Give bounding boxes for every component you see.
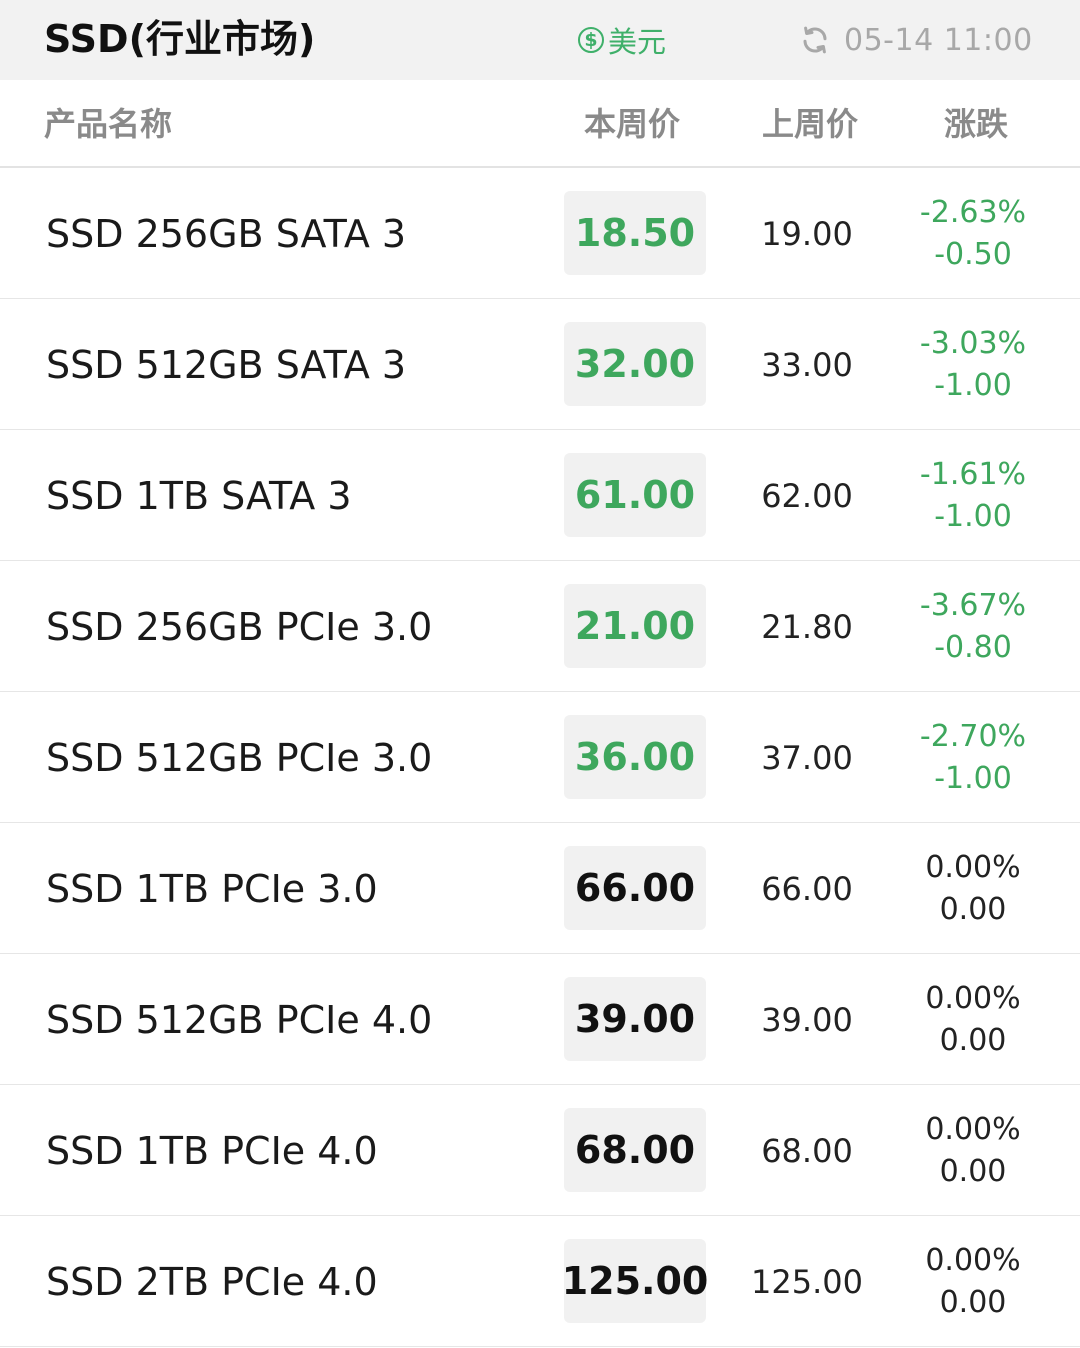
column-header-last-week: 上周价 (762, 105, 859, 143)
change-percent: -3.67% (919, 588, 1027, 623)
change-amount: 0.00 (939, 1285, 1007, 1320)
last-week-price: 39.00 (761, 1001, 853, 1039)
change-percent: 0.00% (925, 1112, 1021, 1147)
this-week-price: 39.00 (564, 977, 706, 1061)
last-week-price: 33.00 (761, 346, 853, 384)
price-change: 0.00% 0.00 (900, 1240, 1046, 1324)
column-header-this-week: 本周价 (584, 105, 681, 143)
change-percent: -2.70% (919, 719, 1027, 754)
price-change: 0.00% 0.00 (900, 1109, 1046, 1193)
table-row[interactable]: SSD 1TB PCIe 3.0 66.00 66.00 0.00% 0.00 (0, 823, 1080, 954)
price-change: -3.67% -0.80 (900, 585, 1046, 669)
currency-label: 美元 (608, 25, 667, 59)
change-amount: -1.00 (934, 761, 1012, 796)
change-amount: 0.00 (939, 1023, 1007, 1058)
refresh-status[interactable]: 05-14 11:00 (800, 0, 1033, 80)
this-week-price: 66.00 (564, 846, 706, 930)
product-name: SSD 512GB SATA 3 (46, 343, 407, 387)
change-percent: -1.61% (919, 457, 1027, 492)
price-change: -2.63% -0.50 (900, 192, 1046, 276)
table-row[interactable]: SSD 2TB PCIe 4.0 125.00 125.00 0.00% 0.00 (0, 1216, 1080, 1347)
price-table: SSD 256GB SATA 3 18.50 19.00 -2.63% -0.50 SSD… (0, 168, 1080, 1347)
column-header-change: 涨跌 (944, 105, 1009, 143)
product-name: SSD 1TB SATA 3 (46, 474, 352, 518)
product-name: SSD 256GB SATA 3 (46, 212, 407, 256)
top-bar: SSD(行业市场) $ 美元 05-14 11:00 (0, 0, 1080, 80)
product-name: SSD 2TB PCIe 4.0 (46, 1260, 378, 1304)
this-week-price: 36.00 (564, 715, 706, 799)
product-name: SSD 1TB PCIe 3.0 (46, 867, 378, 911)
last-week-price: 19.00 (761, 215, 853, 253)
product-name: SSD 256GB PCIe 3.0 (46, 605, 433, 649)
change-amount: 0.00 (939, 892, 1007, 927)
change-percent: 0.00% (925, 850, 1021, 885)
table-row[interactable]: SSD 256GB PCIe 3.0 21.00 21.80 -3.67% -0.80 (0, 561, 1080, 692)
this-week-price: 32.00 (564, 322, 706, 406)
product-name: SSD 1TB PCIe 4.0 (46, 1129, 378, 1173)
table-row[interactable]: SSD 512GB SATA 3 32.00 33.00 -3.03% -1.00 (0, 299, 1080, 430)
table-row[interactable]: SSD 256GB SATA 3 18.50 19.00 -2.63% -0.50 (0, 168, 1080, 299)
last-week-price: 21.80 (761, 608, 853, 646)
currency-toggle[interactable]: $ 美元 (578, 0, 666, 80)
last-week-price: 66.00 (761, 870, 853, 908)
this-week-price: 125.00 (562, 1239, 708, 1323)
table-row[interactable]: SSD 512GB PCIe 4.0 39.00 39.00 0.00% 0.00 (0, 954, 1080, 1085)
change-amount: -0.50 (934, 237, 1012, 272)
product-name: SSD 512GB PCIe 3.0 (46, 736, 433, 780)
change-percent: 0.00% (925, 981, 1021, 1016)
update-time: 05-14 11:00 (844, 22, 1033, 58)
dollar-coin-icon: $ (578, 27, 604, 53)
table-row[interactable]: SSD 512GB PCIe 3.0 36.00 37.00 -2.70% -1.00 (0, 692, 1080, 823)
this-week-price: 21.00 (564, 584, 706, 668)
column-header-name: 产品名称 (44, 105, 173, 143)
price-change: 0.00% 0.00 (900, 847, 1046, 931)
last-week-price: 125.00 (751, 1263, 863, 1301)
change-percent: -3.03% (919, 326, 1027, 361)
price-change: -3.03% -1.00 (900, 323, 1046, 407)
last-week-price: 68.00 (761, 1132, 853, 1170)
table-row[interactable]: SSD 1TB SATA 3 61.00 62.00 -1.61% -1.00 (0, 430, 1080, 561)
price-change: 0.00% 0.00 (900, 978, 1046, 1062)
this-week-price: 68.00 (564, 1108, 706, 1192)
refresh-icon[interactable] (800, 25, 830, 55)
table-header: 产品名称 本周价 上周价 涨跌 (0, 80, 1080, 168)
change-amount: 0.00 (939, 1154, 1007, 1189)
change-percent: -2.63% (919, 195, 1027, 230)
change-amount: -1.00 (934, 499, 1012, 534)
change-amount: -1.00 (934, 368, 1012, 403)
page-title: SSD(行业市场) (44, 17, 316, 61)
price-change: -1.61% -1.00 (900, 454, 1046, 538)
this-week-price: 18.50 (564, 191, 706, 275)
change-amount: -0.80 (934, 630, 1012, 665)
this-week-price: 61.00 (564, 453, 706, 537)
last-week-price: 37.00 (761, 739, 853, 777)
change-percent: 0.00% (925, 1243, 1021, 1278)
price-change: -2.70% -1.00 (900, 716, 1046, 800)
last-week-price: 62.00 (761, 477, 853, 515)
product-name: SSD 512GB PCIe 4.0 (46, 998, 433, 1042)
table-row[interactable]: SSD 1TB PCIe 4.0 68.00 68.00 0.00% 0.00 (0, 1085, 1080, 1216)
